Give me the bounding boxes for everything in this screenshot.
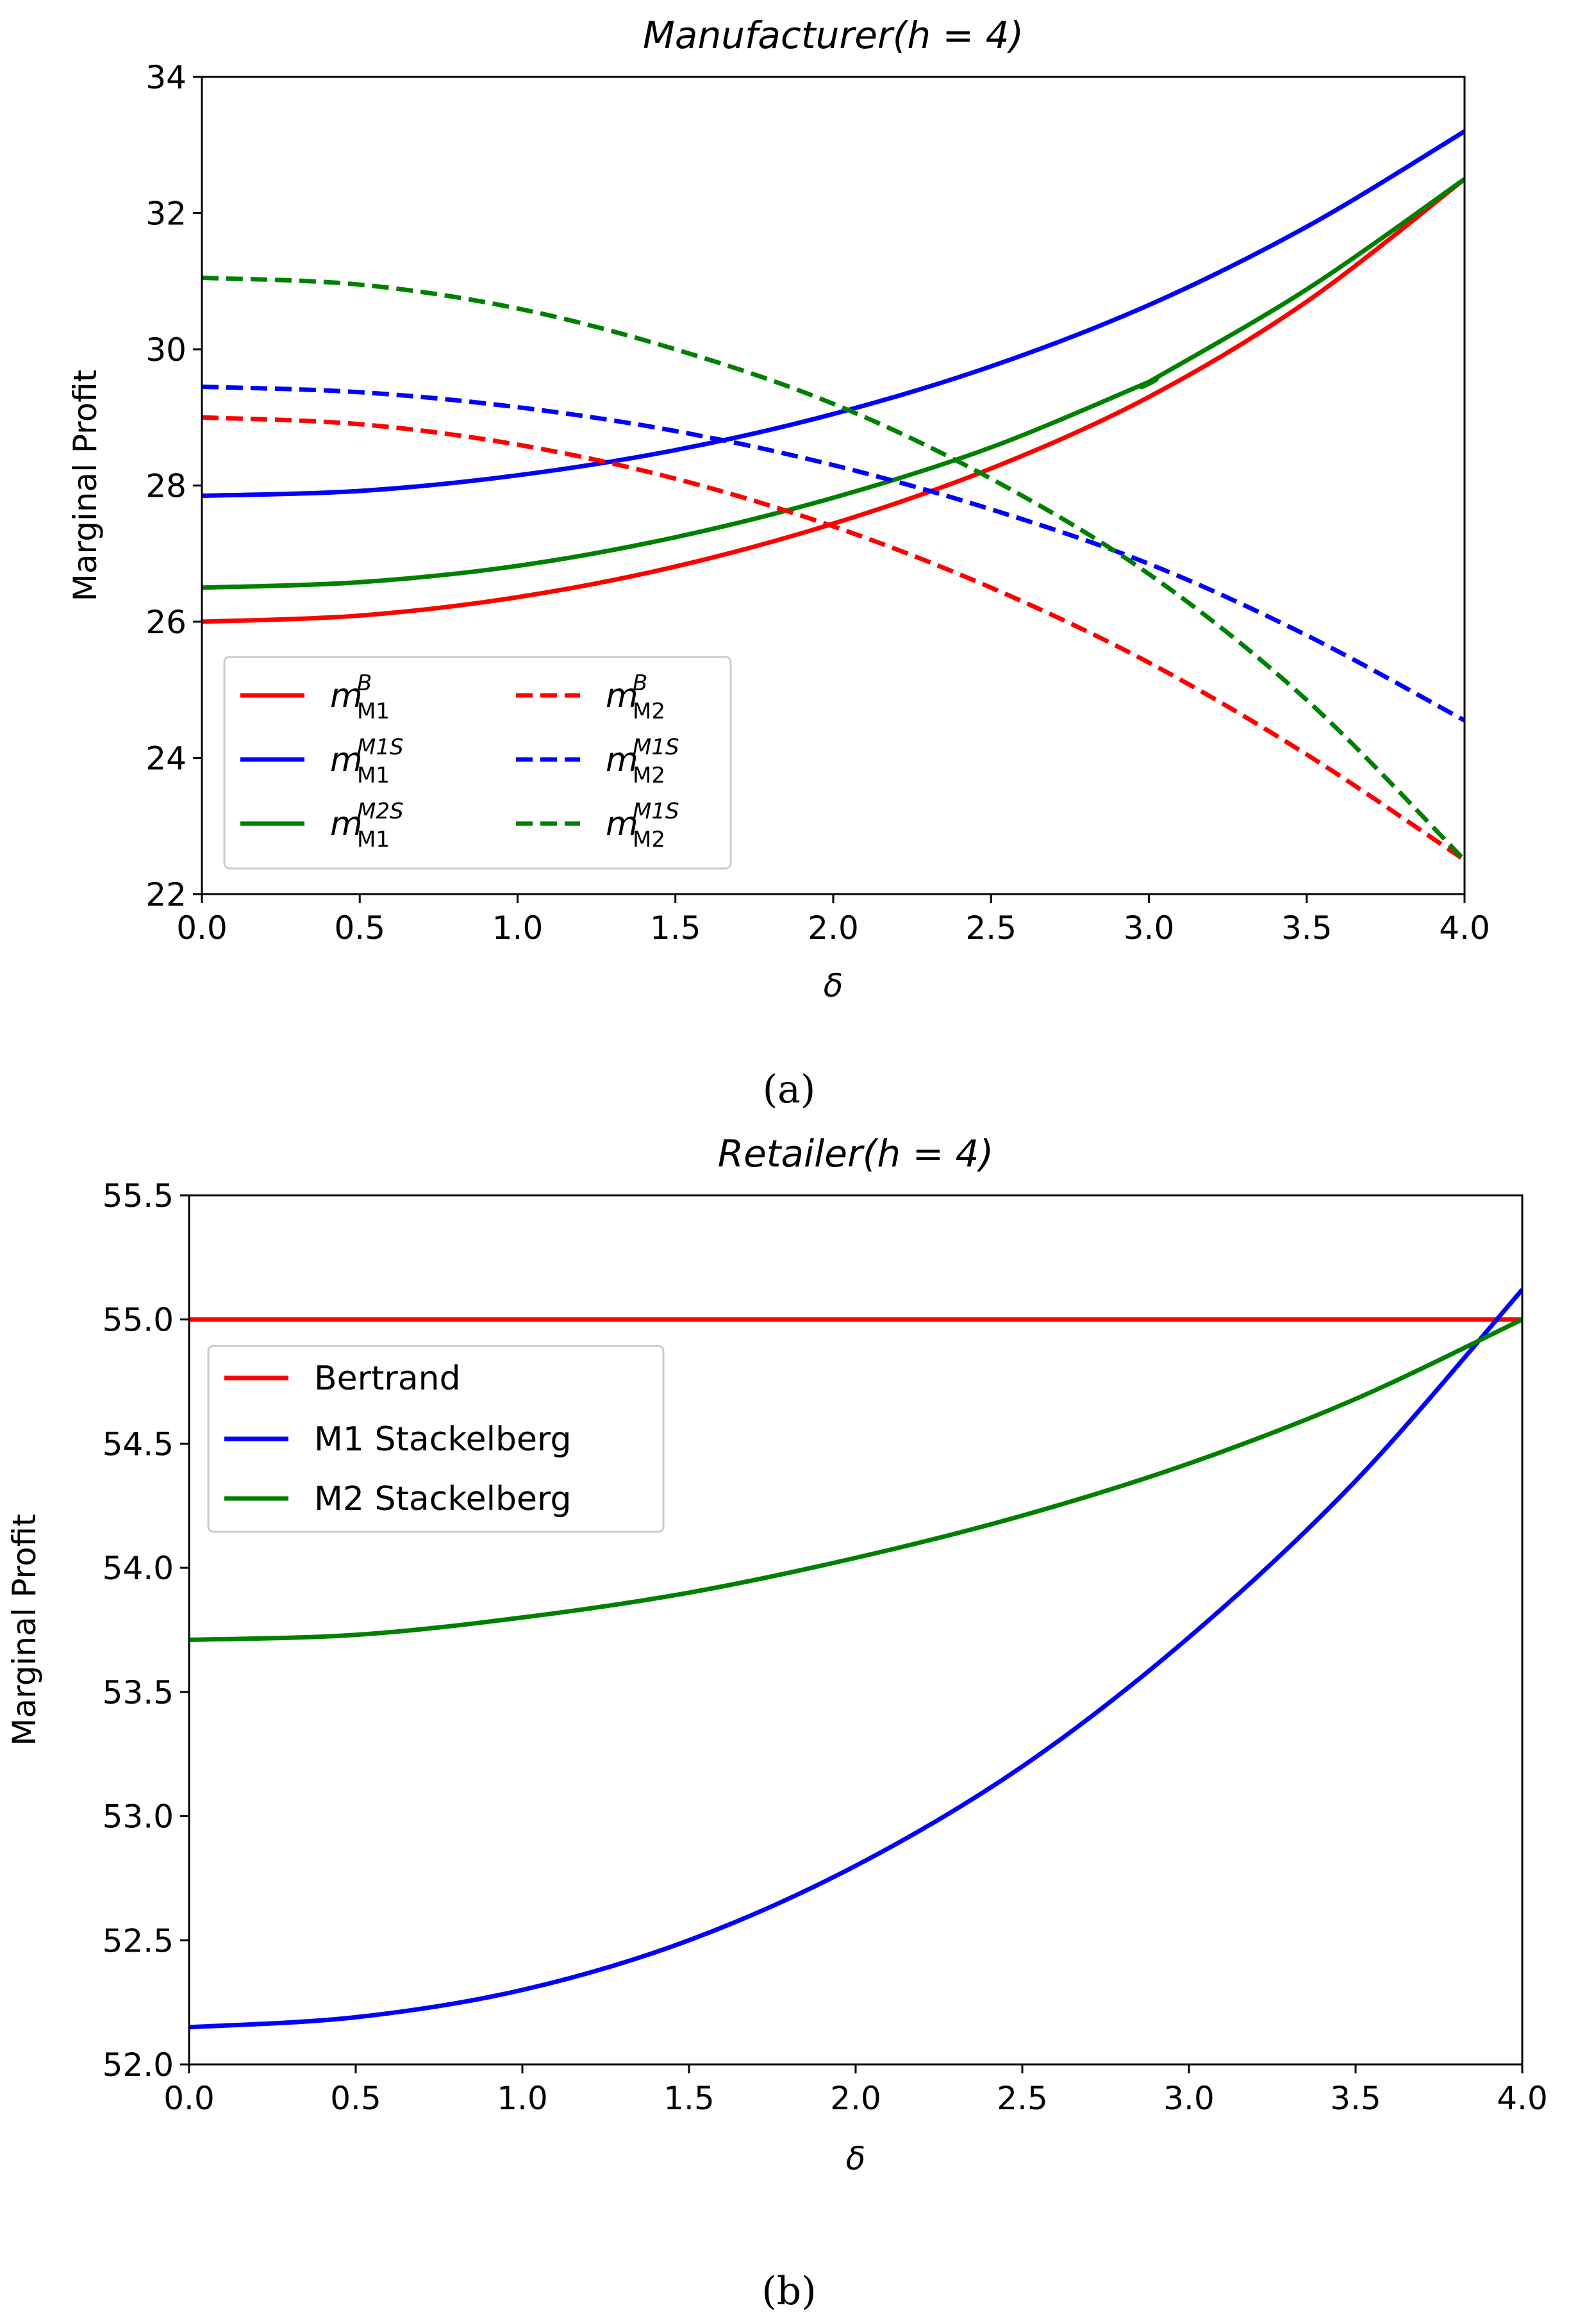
y-tick-label: 53.0 xyxy=(103,1798,174,1836)
series-line-1 xyxy=(189,1288,1522,2030)
legend-label-2: M2 Stackelberg xyxy=(314,1480,572,1518)
legend-sup-5: M1S xyxy=(633,799,679,824)
y-axis-label: Marginal Profit xyxy=(6,1514,43,1746)
legend-sup-1: M1S xyxy=(357,735,404,760)
legend-sup-0: B xyxy=(357,670,372,696)
x-tick-label: 3.5 xyxy=(1330,2080,1381,2117)
legend-sub-1: M1 xyxy=(357,763,390,788)
x-tick-label: 2.0 xyxy=(808,909,859,947)
legend: Bertrand M1 Stackelberg M2 Stackelberg xyxy=(207,1345,665,1533)
axes-frame xyxy=(188,1194,1524,2066)
y-tick-label: 52.5 xyxy=(103,1922,174,1959)
legend-box xyxy=(207,1345,665,1533)
x-tick-label: 0.5 xyxy=(334,909,385,947)
legend-label-1: m xyxy=(330,741,363,779)
series-line-5 xyxy=(202,275,1465,862)
y-tick-label: 55.5 xyxy=(103,1177,174,1215)
x-axis-label: δ xyxy=(846,2140,866,2177)
x-tick-label: 1.5 xyxy=(650,909,701,947)
x-tick-label: 2.5 xyxy=(997,2080,1048,2117)
x-tick-label: 3.5 xyxy=(1281,909,1333,947)
series-group xyxy=(189,1288,1522,2030)
series-line-2 xyxy=(189,1317,1522,1642)
x-axis-label: δ xyxy=(824,967,843,1004)
y-tick-label: 53.5 xyxy=(103,1674,174,1711)
panel-label-b: (b) xyxy=(761,2269,816,2314)
legend-label-0: Bertrand xyxy=(314,1359,461,1398)
y-axis-label: Marginal Profit xyxy=(67,370,104,602)
legend-sup-3: B xyxy=(633,670,647,696)
x-tick-label: 2.5 xyxy=(965,909,1017,947)
panel-label-a: (a) xyxy=(763,1067,816,1112)
y-tick-label: 22 xyxy=(145,876,187,913)
y-tick-label: 26 xyxy=(145,604,187,641)
y-tick-label: 54.0 xyxy=(103,1550,174,1587)
y-tick-label: 30 xyxy=(145,331,187,369)
manufacturer-chart: 0.0 0.5 1.0 1.5 2.0 2.5 3.0 3.5 4.0 22 24 26 28 30 32 3… xyxy=(67,13,1490,1004)
y-tick-label: 28 xyxy=(145,468,187,505)
legend-label-4: m xyxy=(606,741,638,779)
legend-label-2: m xyxy=(330,805,363,843)
series-line-2 xyxy=(202,177,1465,590)
legend-label-0: m xyxy=(330,677,363,715)
y-tick-label: 55.0 xyxy=(103,1302,174,1339)
x-tick-label: 3.0 xyxy=(1163,2080,1215,2117)
legend-label-3: m xyxy=(606,677,638,715)
legend-sub-0: M1 xyxy=(357,699,390,724)
series-line-4 xyxy=(202,384,1465,723)
series-group xyxy=(202,129,1465,862)
x-tick-label: 4.0 xyxy=(1439,909,1490,947)
y-tick-label: 34 xyxy=(145,59,187,96)
legend-sup-2: M2S xyxy=(357,799,404,824)
legend-sub-4: M2 xyxy=(633,763,665,788)
legend-sub-5: M2 xyxy=(633,827,665,852)
legend-sub-3: M2 xyxy=(633,699,665,724)
chart-title: Manufacturer(h = 4) xyxy=(643,13,1024,57)
y-tick-label: 54.5 xyxy=(103,1425,174,1463)
legend-label-1: M1 Stackelberg xyxy=(314,1420,572,1459)
legend-sub-2: M1 xyxy=(357,827,390,852)
y-tick-label: 24 xyxy=(145,740,187,777)
x-tick-label: 2.0 xyxy=(830,2080,881,2117)
x-tick-label: 3.0 xyxy=(1124,909,1175,947)
retailer-chart: 0.0 0.5 1.0 1.5 2.0 2.5 3.0 3.5 4.0 52.0 52.5 53.0 5… xyxy=(6,1132,1548,2177)
x-tick-label: 0.0 xyxy=(176,909,228,947)
x-tick-label: 1.0 xyxy=(497,2080,548,2117)
chart-title: Retailer(h = 4) xyxy=(718,1132,993,1175)
series-line-1 xyxy=(202,129,1465,498)
legend-box xyxy=(223,656,732,870)
y-tick-label: 32 xyxy=(145,195,187,233)
legend-label-5: m xyxy=(606,805,638,843)
x-tick-label: 0.0 xyxy=(163,2080,215,2117)
x-tick-label: 0.5 xyxy=(330,2080,381,2117)
x-tick-label: 4.0 xyxy=(1497,2080,1548,2117)
x-tick-label: 1.0 xyxy=(492,909,544,947)
y-tick-label: 52.0 xyxy=(103,2046,174,2084)
series-line-3 xyxy=(202,415,1465,862)
series-line-0 xyxy=(202,177,1465,624)
x-tick-label: 1.5 xyxy=(663,2080,715,2117)
legend-sup-4: M1S xyxy=(633,735,679,760)
